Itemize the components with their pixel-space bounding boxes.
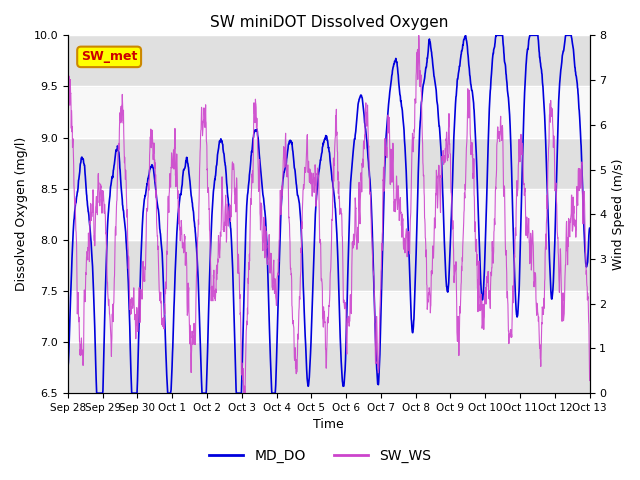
MD_DO xyxy=(64,363,72,369)
Bar xyxy=(68,291,589,342)
MD_DO xyxy=(493,33,500,38)
SW_WS xyxy=(240,390,248,396)
Title: SW miniDOT Dissolved Oxygen: SW miniDOT Dissolved Oxygen xyxy=(209,15,448,30)
Bar xyxy=(68,342,589,393)
MD_DO xyxy=(344,274,351,280)
Line: SW_WS: SW_WS xyxy=(68,36,589,393)
Bar xyxy=(68,86,589,138)
Bar xyxy=(68,36,589,86)
SW_WS xyxy=(355,180,363,185)
SW_WS xyxy=(586,378,593,384)
Text: SW_met: SW_met xyxy=(81,50,138,63)
SW_WS xyxy=(540,296,548,301)
Bar xyxy=(68,138,589,189)
Bar xyxy=(68,240,589,291)
MD_DO xyxy=(481,271,488,277)
SW_WS xyxy=(344,320,351,325)
MD_DO xyxy=(93,390,100,396)
SW_WS xyxy=(481,301,488,307)
Line: MD_DO: MD_DO xyxy=(68,36,589,393)
MD_DO xyxy=(355,96,363,102)
Y-axis label: Wind Speed (m/s): Wind Speed (m/s) xyxy=(612,158,625,270)
MD_DO xyxy=(555,107,563,112)
MD_DO xyxy=(210,187,218,192)
MD_DO xyxy=(540,101,548,107)
SW_WS xyxy=(209,272,217,278)
Y-axis label: Dissolved Oxygen (mg/l): Dissolved Oxygen (mg/l) xyxy=(15,137,28,291)
SW_WS xyxy=(555,252,563,258)
X-axis label: Time: Time xyxy=(314,419,344,432)
MD_DO xyxy=(586,225,593,231)
SW_WS xyxy=(64,136,72,142)
SW_WS xyxy=(415,33,422,38)
Bar xyxy=(68,189,589,240)
Legend: MD_DO, SW_WS: MD_DO, SW_WS xyxy=(203,443,437,468)
